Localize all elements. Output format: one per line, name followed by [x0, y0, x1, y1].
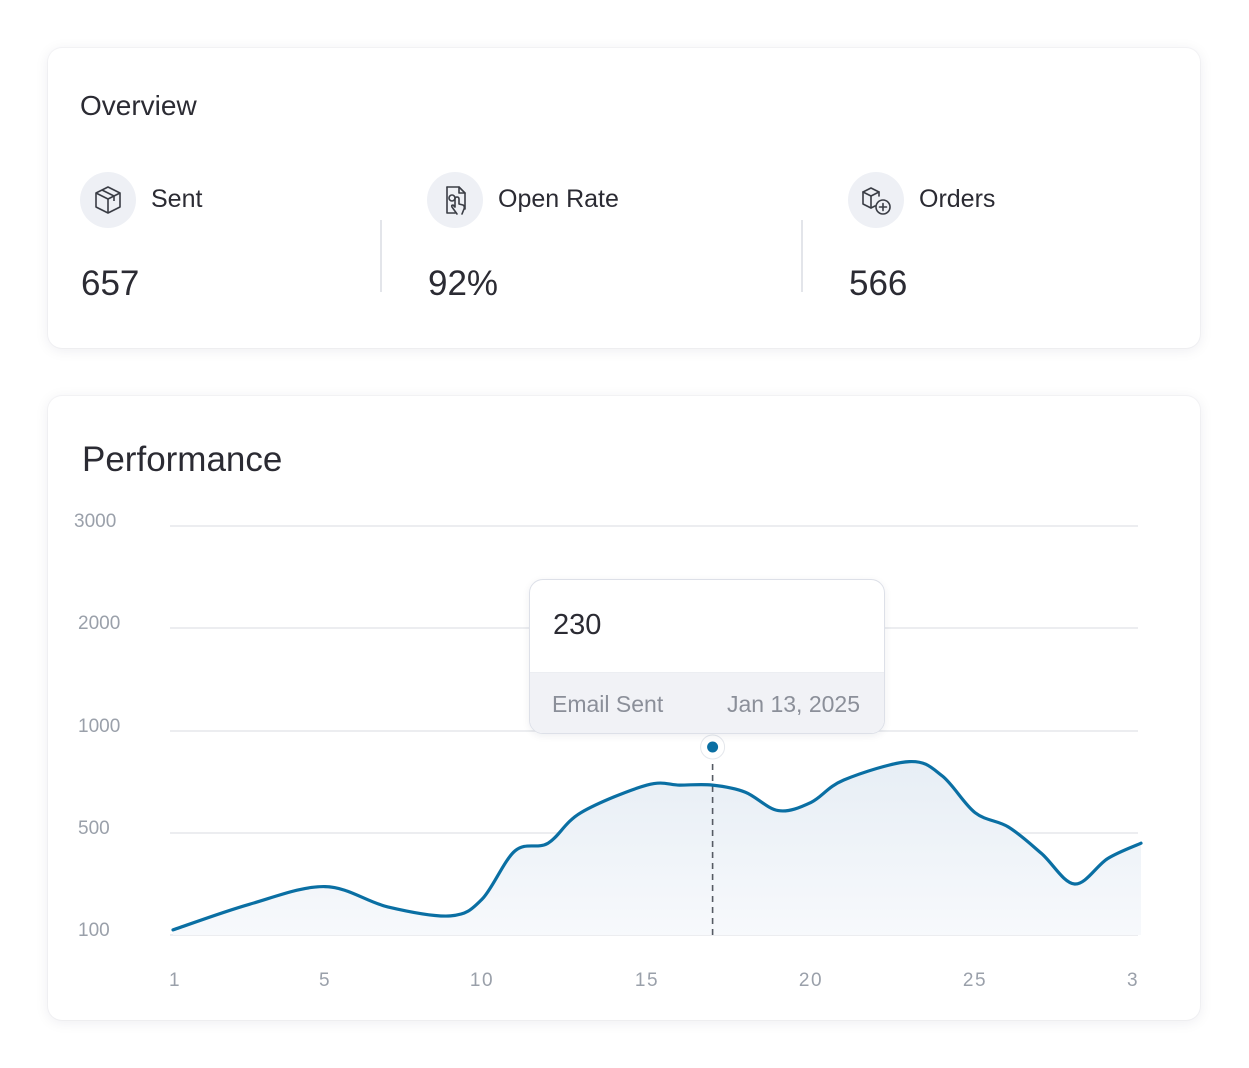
y-tick-label: 1000 — [78, 716, 120, 737]
box-add-icon — [848, 172, 904, 228]
tooltip-date: Jan 13, 2025 — [726, 691, 860, 717]
x-tick-label: 15 — [635, 970, 659, 991]
stat-divider — [801, 220, 803, 292]
x-tick-label: 1 — [169, 970, 181, 991]
tooltip-label: Email Sent — [552, 691, 664, 717]
tooltip-value: 230 — [553, 609, 602, 641]
stat-value: 92% — [428, 264, 499, 303]
stat-label: Orders — [919, 185, 996, 213]
x-tick-label: 10 — [470, 970, 494, 991]
stat-divider — [380, 220, 382, 292]
x-tick-label: 20 — [799, 970, 823, 991]
x-tick-label: 3 — [1127, 970, 1139, 991]
chart-tooltip: 230 Email Sent Jan 13, 2025 — [529, 579, 885, 734]
y-tick-label: 3000 — [74, 511, 116, 532]
y-tick-label: 2000 — [78, 613, 120, 634]
stat-value: 657 — [81, 264, 140, 303]
y-tick-label: 500 — [78, 818, 110, 839]
document-touch-icon — [427, 172, 483, 228]
overview-title: Overview — [80, 90, 197, 121]
stat-label: Sent — [151, 185, 203, 213]
stat-label: Open Rate — [498, 185, 619, 213]
performance-card: Performance 3000 2000 1000 500 100 1 5 10 15 20 2… — [48, 396, 1200, 1020]
highlight-point[interactable] — [707, 741, 719, 753]
stat-value: 566 — [849, 264, 908, 303]
performance-title: Performance — [82, 440, 283, 479]
box-icon — [80, 172, 136, 228]
tooltip-footer: Email Sent Jan 13, 2025 — [530, 672, 884, 733]
x-tick-label: 5 — [319, 970, 331, 991]
chart-line — [171, 759, 1143, 932]
chart-area — [173, 761, 1141, 935]
y-tick-label: 100 — [78, 920, 110, 941]
x-tick-label: 25 — [963, 970, 987, 991]
overview-card: Overview Sent 657 Open Rate 92% — [48, 48, 1200, 348]
